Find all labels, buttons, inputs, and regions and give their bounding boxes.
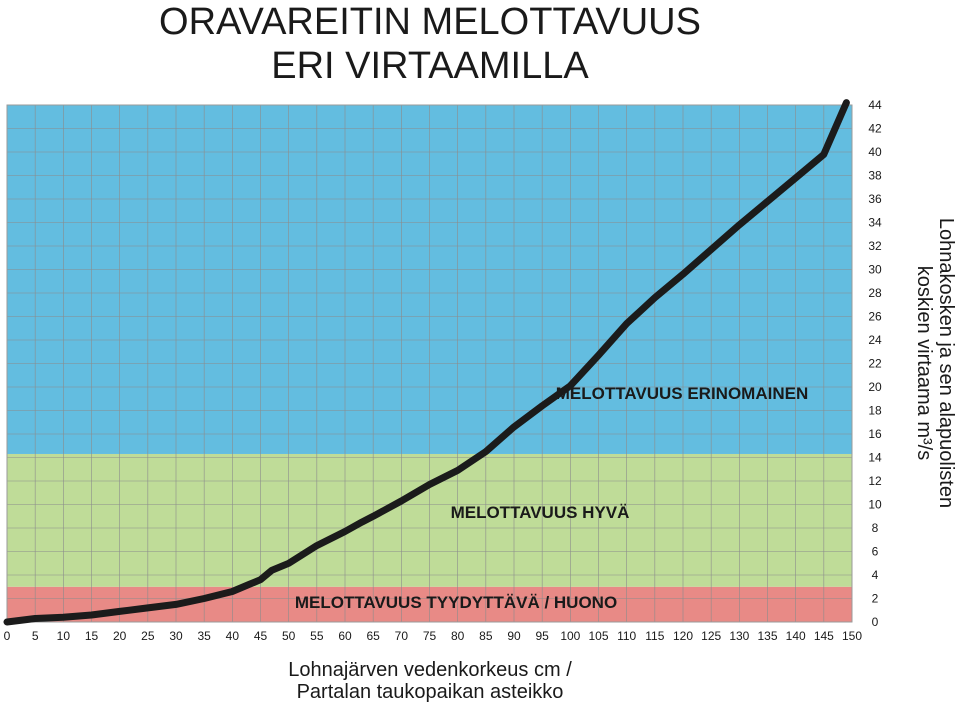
x-tick-label: 45 [254, 629, 268, 643]
y-tick-label: 32 [868, 239, 882, 253]
x-tick-label: 60 [338, 629, 352, 643]
x-tick-label: 20 [113, 629, 127, 643]
y-tick-label: 44 [868, 98, 882, 112]
y-tick-label: 34 [868, 216, 882, 230]
x-tick-label: 140 [786, 629, 806, 643]
y-tick-label: 20 [868, 380, 882, 394]
x-tick-label: 135 [757, 629, 777, 643]
x-tick-label: 115 [645, 629, 664, 643]
flow-curve [3, 99, 850, 626]
x-tick-label: 80 [451, 629, 465, 643]
y-tick-label: 4 [872, 568, 879, 582]
chart-title-line-2: ERI VIRTAAMILLA [271, 45, 589, 87]
x-tick-label: 15 [85, 629, 99, 643]
x-axis-label-line-1: Lohnajärven vedenkorkeus cm / [288, 659, 572, 681]
x-tick-label: 150 [842, 629, 862, 643]
y-tick-label: 22 [868, 357, 882, 371]
x-tick-label: 55 [310, 629, 324, 643]
x-tick-label: 145 [814, 629, 834, 643]
y-tick-label: 18 [868, 404, 882, 418]
y-tick-label: 14 [868, 451, 882, 465]
x-tick-label: 5 [32, 629, 39, 643]
chart-title-line-1: ORAVAREITIN MELOTTAVUUS [159, 1, 701, 43]
x-tick-label: 75 [423, 629, 437, 643]
x-tick-label: 70 [395, 629, 409, 643]
y-tick-label: 30 [868, 263, 882, 277]
zone-label-excellent: MELOTTAVUUS ERINOMAINEN [556, 384, 808, 403]
y-tick-label: 10 [868, 498, 882, 512]
x-tick-label: 50 [282, 629, 296, 643]
x-tick-label: 90 [507, 629, 521, 643]
zone-label-good: MELOTTAVUUS HYVÄ [451, 503, 630, 522]
x-tick-label: 120 [673, 629, 693, 643]
x-tick-label: 30 [169, 629, 183, 643]
zone-label-poor: MELOTTAVUUS TYYDYTTÄVÄ / HUONO [295, 593, 617, 612]
x-tick-label: 110 [617, 629, 636, 643]
y-tick-label: 6 [872, 545, 879, 559]
y-tick-label: 8 [872, 521, 879, 535]
y-tick-label: 28 [868, 286, 882, 300]
x-tick-label: 10 [57, 629, 71, 643]
y-tick-label: 24 [868, 333, 882, 347]
y-tick-label: 2 [872, 592, 879, 606]
y-tick-label: 36 [868, 192, 882, 206]
x-tick-label: 125 [701, 629, 721, 643]
y-axis-label-line-1: Lohnakosken ja sen alapuolisten [935, 217, 957, 509]
x-tick-label: 0 [4, 629, 11, 643]
y-tick-label: 40 [868, 145, 882, 159]
x-tick-label: 65 [366, 629, 380, 643]
y-tick-label: 0 [872, 615, 879, 629]
x-tick-label: 25 [141, 629, 155, 643]
chart-title: ORAVAREITIN MELOTTAVUUS ERI VIRTAAMILLA [0, 0, 860, 88]
x-tick-label: 105 [588, 629, 608, 643]
y-tick-label: 38 [868, 169, 882, 183]
x-tick-label: 100 [560, 629, 580, 643]
x-tick-label: 130 [729, 629, 749, 643]
plot-frame [6, 104, 853, 623]
y-tick-label: 12 [868, 474, 882, 488]
x-axis-label-line-2: Partalan taukopaikan asteikko [296, 681, 564, 703]
x-tick-label: 35 [197, 629, 211, 643]
y-tick-label: 42 [868, 122, 882, 136]
x-axis-label: Lohnajärven vedenkorkeus cm / Partalan t… [180, 659, 680, 703]
y-tick-label: 26 [868, 310, 882, 324]
y-axis-label-line-2: koskien virtaama m³/s [913, 265, 935, 461]
x-tick-label: 85 [479, 629, 493, 643]
x-tick-label: 40 [226, 629, 240, 643]
y-tick-label: 16 [868, 427, 882, 441]
x-tick-label: 95 [535, 629, 549, 643]
